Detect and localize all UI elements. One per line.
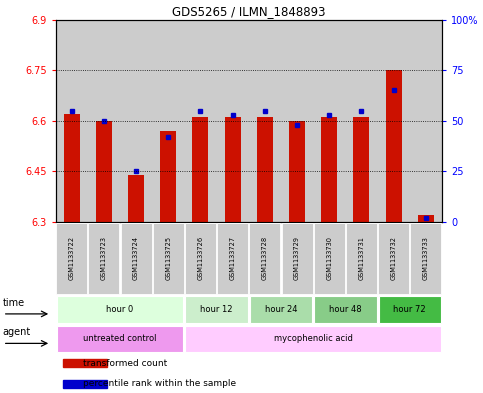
Bar xyxy=(257,118,273,222)
FancyBboxPatch shape xyxy=(282,223,313,294)
Text: GSM1133731: GSM1133731 xyxy=(358,237,365,280)
Text: GSM1133730: GSM1133730 xyxy=(326,237,332,280)
Bar xyxy=(345,20,378,222)
Bar xyxy=(313,20,345,222)
Text: GSM1133722: GSM1133722 xyxy=(69,236,75,281)
Bar xyxy=(354,118,369,222)
Text: GSM1133733: GSM1133733 xyxy=(423,237,429,280)
Text: GSM1133725: GSM1133725 xyxy=(165,236,171,281)
Text: hour 0: hour 0 xyxy=(106,305,134,314)
Text: agent: agent xyxy=(3,327,31,338)
Text: hour 24: hour 24 xyxy=(265,305,297,314)
Bar xyxy=(63,359,107,367)
FancyBboxPatch shape xyxy=(88,223,119,294)
Bar xyxy=(63,380,107,388)
Bar xyxy=(225,118,241,222)
Bar xyxy=(410,20,442,222)
Bar xyxy=(192,118,209,222)
Bar xyxy=(378,20,410,222)
Bar xyxy=(56,20,88,222)
FancyBboxPatch shape xyxy=(185,296,248,323)
FancyBboxPatch shape xyxy=(346,223,377,294)
Bar xyxy=(216,20,249,222)
Bar xyxy=(385,70,402,222)
Text: mycophenolic acid: mycophenolic acid xyxy=(274,334,353,343)
Text: transformed count: transformed count xyxy=(83,359,167,367)
FancyBboxPatch shape xyxy=(57,296,184,323)
Text: GSM1133723: GSM1133723 xyxy=(101,237,107,280)
Text: GSM1133732: GSM1133732 xyxy=(391,237,397,280)
Bar xyxy=(128,175,144,222)
Bar xyxy=(152,20,185,222)
FancyBboxPatch shape xyxy=(249,223,280,294)
Text: GSM1133726: GSM1133726 xyxy=(198,236,203,281)
Text: GSM1133729: GSM1133729 xyxy=(294,237,300,280)
Text: untreated control: untreated control xyxy=(83,334,156,343)
FancyBboxPatch shape xyxy=(185,326,441,352)
FancyBboxPatch shape xyxy=(153,223,184,294)
Bar xyxy=(281,20,313,222)
FancyBboxPatch shape xyxy=(250,296,312,323)
Text: percentile rank within the sample: percentile rank within the sample xyxy=(83,380,236,388)
Title: GDS5265 / ILMN_1848893: GDS5265 / ILMN_1848893 xyxy=(172,6,326,18)
Bar xyxy=(160,131,176,222)
Text: GSM1133727: GSM1133727 xyxy=(229,236,236,281)
FancyBboxPatch shape xyxy=(411,223,441,294)
FancyBboxPatch shape xyxy=(185,223,216,294)
FancyBboxPatch shape xyxy=(217,223,248,294)
Bar xyxy=(64,114,80,222)
FancyBboxPatch shape xyxy=(378,223,409,294)
FancyBboxPatch shape xyxy=(57,326,184,352)
Bar xyxy=(249,20,281,222)
FancyBboxPatch shape xyxy=(314,223,345,294)
Bar xyxy=(289,121,305,222)
Bar xyxy=(321,118,337,222)
Text: GSM1133724: GSM1133724 xyxy=(133,236,139,281)
Bar xyxy=(120,20,152,222)
FancyBboxPatch shape xyxy=(314,296,377,323)
Text: hour 48: hour 48 xyxy=(329,305,362,314)
FancyBboxPatch shape xyxy=(379,296,441,323)
Bar xyxy=(96,121,112,222)
Bar xyxy=(88,20,120,222)
Bar xyxy=(418,215,434,222)
Text: hour 72: hour 72 xyxy=(394,305,426,314)
Text: GSM1133728: GSM1133728 xyxy=(262,236,268,281)
Text: hour 12: hour 12 xyxy=(200,305,233,314)
FancyBboxPatch shape xyxy=(56,223,87,294)
Text: time: time xyxy=(3,298,25,308)
Bar xyxy=(185,20,216,222)
FancyBboxPatch shape xyxy=(121,223,152,294)
